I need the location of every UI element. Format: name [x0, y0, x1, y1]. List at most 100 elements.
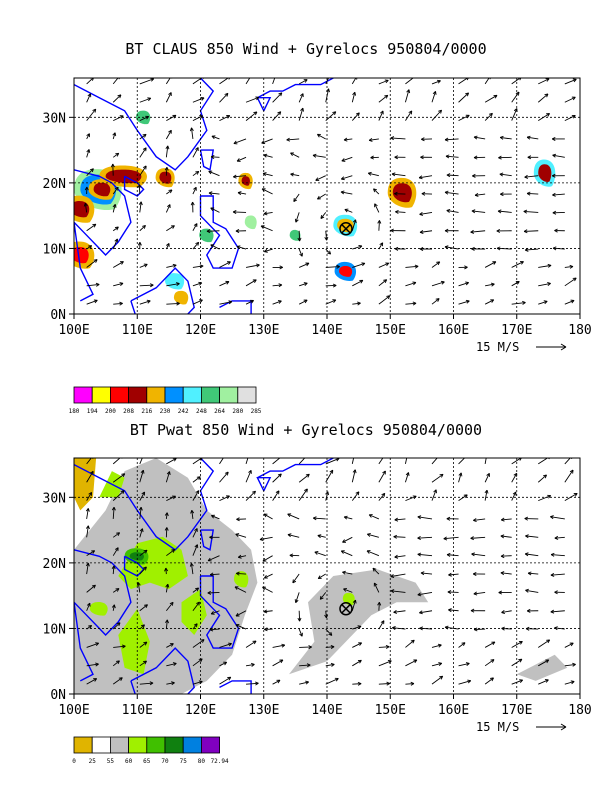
wind-vector-head	[500, 554, 505, 559]
lat-label: 10N	[43, 242, 66, 257]
wind-vector-head	[263, 513, 268, 518]
wind-vector-head	[169, 643, 174, 647]
coastline	[256, 477, 272, 492]
wind-vector-head	[164, 166, 169, 171]
wind-vector-head	[136, 582, 141, 586]
wind-vector	[404, 89, 410, 103]
wind-vector-head	[300, 107, 304, 112]
wind-vector-head	[143, 549, 148, 554]
wind-vector-head	[545, 78, 550, 82]
wind-vector	[166, 114, 177, 122]
colorbar-swatch	[91, 736, 111, 754]
wind-vector	[112, 238, 118, 250]
wind-vector	[272, 111, 282, 121]
panel2-title: BT Pwat 850 Wind + Gyrelocs 950804/0000	[129, 421, 483, 439]
wind-vector-head	[439, 675, 444, 680]
wind-vector-head	[390, 589, 395, 594]
wind-vector-head	[292, 579, 297, 584]
wind-vector-head	[248, 469, 252, 474]
wind-vector-head	[248, 451, 251, 454]
wind-vector	[298, 262, 310, 268]
wind-vector-head	[118, 677, 123, 681]
wind-vector-head	[383, 279, 388, 284]
lon-label: 150E	[375, 323, 406, 338]
wind-vector-head	[83, 202, 88, 207]
wind-vector-head	[571, 96, 576, 101]
wind-vector-head	[255, 681, 259, 686]
wind-vector-head	[277, 111, 282, 116]
wind-vector-head	[546, 113, 550, 117]
wind-vector	[165, 584, 169, 593]
wind-vector	[219, 301, 233, 305]
wind-vector	[245, 111, 258, 121]
wind-vector	[112, 186, 119, 195]
wind-vector-head	[488, 112, 493, 117]
wind-vector-head	[290, 152, 294, 156]
wind-vector-head	[227, 676, 232, 681]
wind-vector-head	[353, 78, 358, 80]
wind-vector	[374, 203, 380, 213]
wind-vector-head	[332, 299, 337, 303]
wind-vector	[475, 193, 486, 196]
wind-vector	[417, 591, 433, 596]
wind-vector	[295, 212, 300, 223]
wind-vector-head	[526, 191, 531, 196]
wind-vector-head	[408, 110, 413, 115]
wind-vector-head	[236, 571, 240, 576]
wind-vector	[524, 175, 539, 178]
colorbar-tick-label: 80	[198, 758, 206, 765]
wind-vector-head	[380, 620, 385, 625]
wind-vector	[405, 683, 414, 685]
colorbar-tick-label: 248	[196, 408, 207, 415]
wind-vector	[113, 282, 124, 287]
wind-vector	[219, 115, 230, 122]
wind-vector-head	[300, 93, 304, 98]
wind-vector	[550, 573, 565, 576]
wind-vector-head	[114, 226, 119, 231]
coastline	[199, 575, 240, 649]
wind-vector	[473, 518, 486, 521]
wind-vector	[112, 473, 126, 483]
wind-vector-head	[550, 609, 555, 614]
wind-vector	[139, 641, 148, 648]
wind-vector	[550, 516, 565, 520]
wind-vector-head	[223, 661, 228, 666]
wind-vector	[238, 555, 247, 558]
wind-vector-head	[120, 490, 125, 495]
wind-vector-head	[119, 282, 124, 286]
wind-vector	[219, 643, 232, 648]
colorbar-tick-label: 180	[69, 408, 80, 415]
wind-vector	[112, 565, 115, 575]
wind-vector-head	[340, 550, 345, 554]
wind-vector	[86, 492, 92, 501]
colorbar-swatch	[200, 386, 220, 404]
wind-vector-head	[543, 474, 547, 479]
colorbar-swatch	[164, 386, 184, 404]
wind-vector	[511, 108, 518, 121]
wind-vector-head	[200, 639, 205, 643]
wind-vector-head	[522, 300, 526, 305]
wind-vector-head	[137, 184, 142, 189]
wind-vector-head	[297, 237, 302, 242]
wind-vector-head	[112, 204, 117, 208]
wind-vector	[484, 659, 495, 667]
wind-vector	[367, 533, 379, 538]
gyre-location-marker	[339, 222, 353, 236]
wind-vector-head	[95, 642, 100, 647]
colorbar-tick-label: 216	[141, 408, 152, 415]
wind-vector-head	[92, 108, 97, 113]
wind-vector-head	[211, 135, 216, 140]
wind-vector-head	[260, 225, 265, 229]
wind-vector-head	[138, 506, 143, 511]
wind-vector	[538, 458, 549, 465]
wind-vector-head	[209, 535, 213, 540]
wind-vector	[272, 78, 276, 85]
wind-vector-head	[496, 246, 501, 251]
wind-vector	[192, 658, 203, 667]
wind-vector	[405, 282, 417, 287]
wind-vector-head	[527, 155, 532, 160]
wind-vector	[564, 300, 575, 305]
coastline	[123, 175, 145, 197]
wind-vector	[458, 472, 462, 483]
wind-vector	[470, 536, 486, 539]
